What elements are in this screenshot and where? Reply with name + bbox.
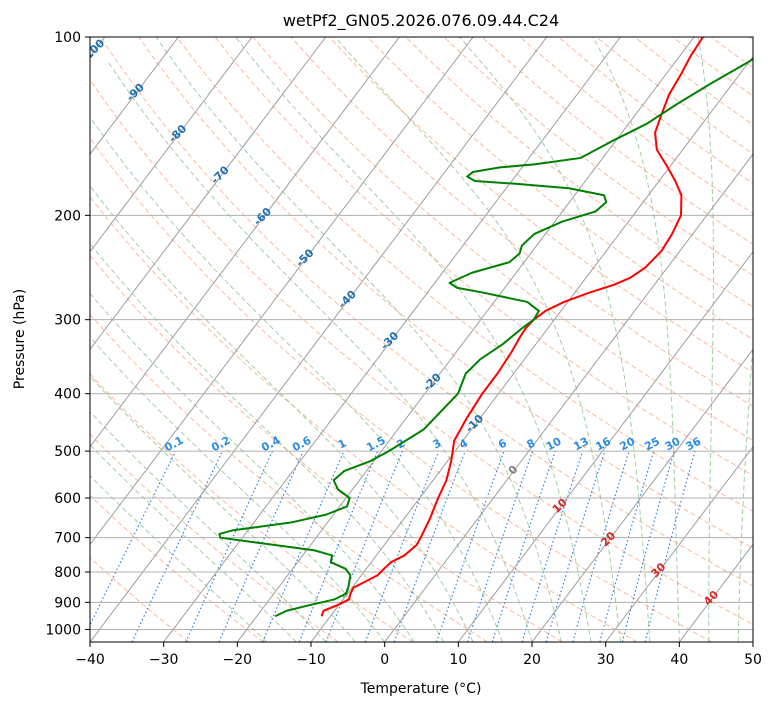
isotherm bbox=[90, 37, 253, 253]
mixing-ratio-label: 13 bbox=[571, 435, 591, 454]
y-axis-label: Pressure (hPa) bbox=[12, 289, 28, 389]
mixing-ratio-label: 30 bbox=[663, 435, 683, 454]
dry-adiabat bbox=[90, 196, 638, 642]
y-tick-label: 800 bbox=[54, 565, 81, 581]
x-tick-label: −30 bbox=[149, 652, 179, 668]
y-tick-label: 1000 bbox=[45, 622, 81, 638]
y-tick-label: 200 bbox=[54, 208, 81, 224]
mixing-ratio-line bbox=[545, 450, 606, 642]
y-tick-label: 100 bbox=[54, 30, 81, 46]
background-lines bbox=[90, 37, 753, 642]
mixing-ratio-label: 20 bbox=[618, 435, 638, 454]
mixing-ratio-line bbox=[90, 450, 177, 627]
plot-frame bbox=[89, 36, 754, 643]
dry-adiabat bbox=[90, 433, 339, 642]
y-tick-label: 900 bbox=[54, 595, 81, 611]
dry-adiabat bbox=[90, 137, 712, 642]
dry-adiabat bbox=[367, 37, 753, 340]
dry-adiabat bbox=[176, 37, 753, 512]
x-tick-label: −10 bbox=[296, 652, 326, 668]
x-axis-label: Temperature (°C) bbox=[360, 681, 482, 697]
mixing-ratio-line bbox=[491, 450, 556, 642]
isotherm bbox=[90, 37, 179, 155]
y-tick-label: 700 bbox=[54, 531, 81, 547]
mixing-ratio-line bbox=[599, 450, 655, 642]
y-tick-label: 300 bbox=[54, 313, 81, 329]
mixing-ratio-label: 25 bbox=[642, 435, 662, 454]
x-tick-label: −40 bbox=[75, 652, 105, 668]
chart-title: wetPf2_GN05.2026.076.09.44.C24 bbox=[283, 11, 559, 31]
moist-adiabat bbox=[90, 336, 386, 642]
x-tick-label: −20 bbox=[223, 652, 253, 668]
moist-adiabat bbox=[90, 375, 356, 642]
dry-adiabat bbox=[90, 494, 264, 642]
moist-adiabat bbox=[90, 475, 268, 642]
moist-adiabat bbox=[90, 411, 327, 642]
moist-adiabat bbox=[90, 292, 415, 642]
moist-adiabat bbox=[107, 61, 533, 642]
moist-adiabat bbox=[334, 37, 621, 642]
x-tick-label: 30 bbox=[597, 652, 615, 668]
mixing-ratio-line bbox=[435, 450, 505, 642]
mixing-ratio-line bbox=[262, 450, 345, 642]
moist-adiabat bbox=[737, 335, 753, 642]
isotherm bbox=[457, 250, 753, 642]
moist-adiabat bbox=[90, 444, 297, 642]
x-tick-label: 0 bbox=[380, 652, 389, 668]
mixing-ratio-line bbox=[621, 450, 675, 642]
x-tick-label: 50 bbox=[744, 652, 762, 668]
dry-adiabat bbox=[100, 37, 753, 587]
isotherm bbox=[90, 37, 474, 546]
moist-adiabat bbox=[90, 116, 503, 642]
moist-adiabat bbox=[592, 37, 680, 642]
x-tick-label: 10 bbox=[449, 652, 467, 668]
dry-adiabat bbox=[329, 37, 753, 373]
mixing-ratio-line bbox=[218, 450, 304, 642]
isotherm bbox=[531, 348, 753, 642]
temperature-line bbox=[320, 37, 704, 617]
axis-ticks: −40 −30 −20 −10 0 10 20 30 40 50 100 200 300 400 500 60… bbox=[45, 30, 762, 668]
y-tick-label: 500 bbox=[54, 444, 81, 460]
moist-adiabat bbox=[234, 37, 592, 642]
dry-adiabat bbox=[290, 37, 753, 407]
isotherm bbox=[605, 446, 753, 642]
dry-adiabat bbox=[214, 37, 753, 477]
isotherm bbox=[310, 55, 753, 642]
profile-series bbox=[218, 37, 753, 618]
dry-adiabat bbox=[90, 78, 753, 625]
mixing-ratio-label: 10 bbox=[544, 435, 564, 454]
y-tick-label: 400 bbox=[54, 387, 81, 403]
mixing-ratio-line bbox=[325, 450, 403, 642]
mixing-ratio-line bbox=[298, 450, 379, 642]
isotherm bbox=[384, 153, 753, 642]
mixing-ratio-label: 16 bbox=[593, 435, 613, 454]
moist-adiabat bbox=[155, 37, 562, 642]
moist-adiabat bbox=[459, 37, 651, 642]
dry-adiabat bbox=[90, 254, 563, 642]
mixing-ratio-line bbox=[466, 450, 534, 642]
dry-adiabat bbox=[90, 313, 488, 642]
dry-adiabat bbox=[90, 556, 190, 642]
mixing-ratio-line bbox=[521, 450, 584, 642]
mixing-ratio-line bbox=[364, 450, 440, 642]
x-tick-label: 40 bbox=[670, 652, 688, 668]
x-tick-label: 20 bbox=[523, 652, 541, 668]
isotherm bbox=[90, 37, 548, 642]
mixing-ratio-label: 36 bbox=[684, 435, 704, 454]
mixing-ratio-line bbox=[572, 450, 630, 642]
isotherm bbox=[90, 37, 327, 351]
y-tick-label: 600 bbox=[54, 491, 81, 507]
isotherm bbox=[90, 37, 400, 448]
dewpoint-line bbox=[218, 57, 753, 618]
